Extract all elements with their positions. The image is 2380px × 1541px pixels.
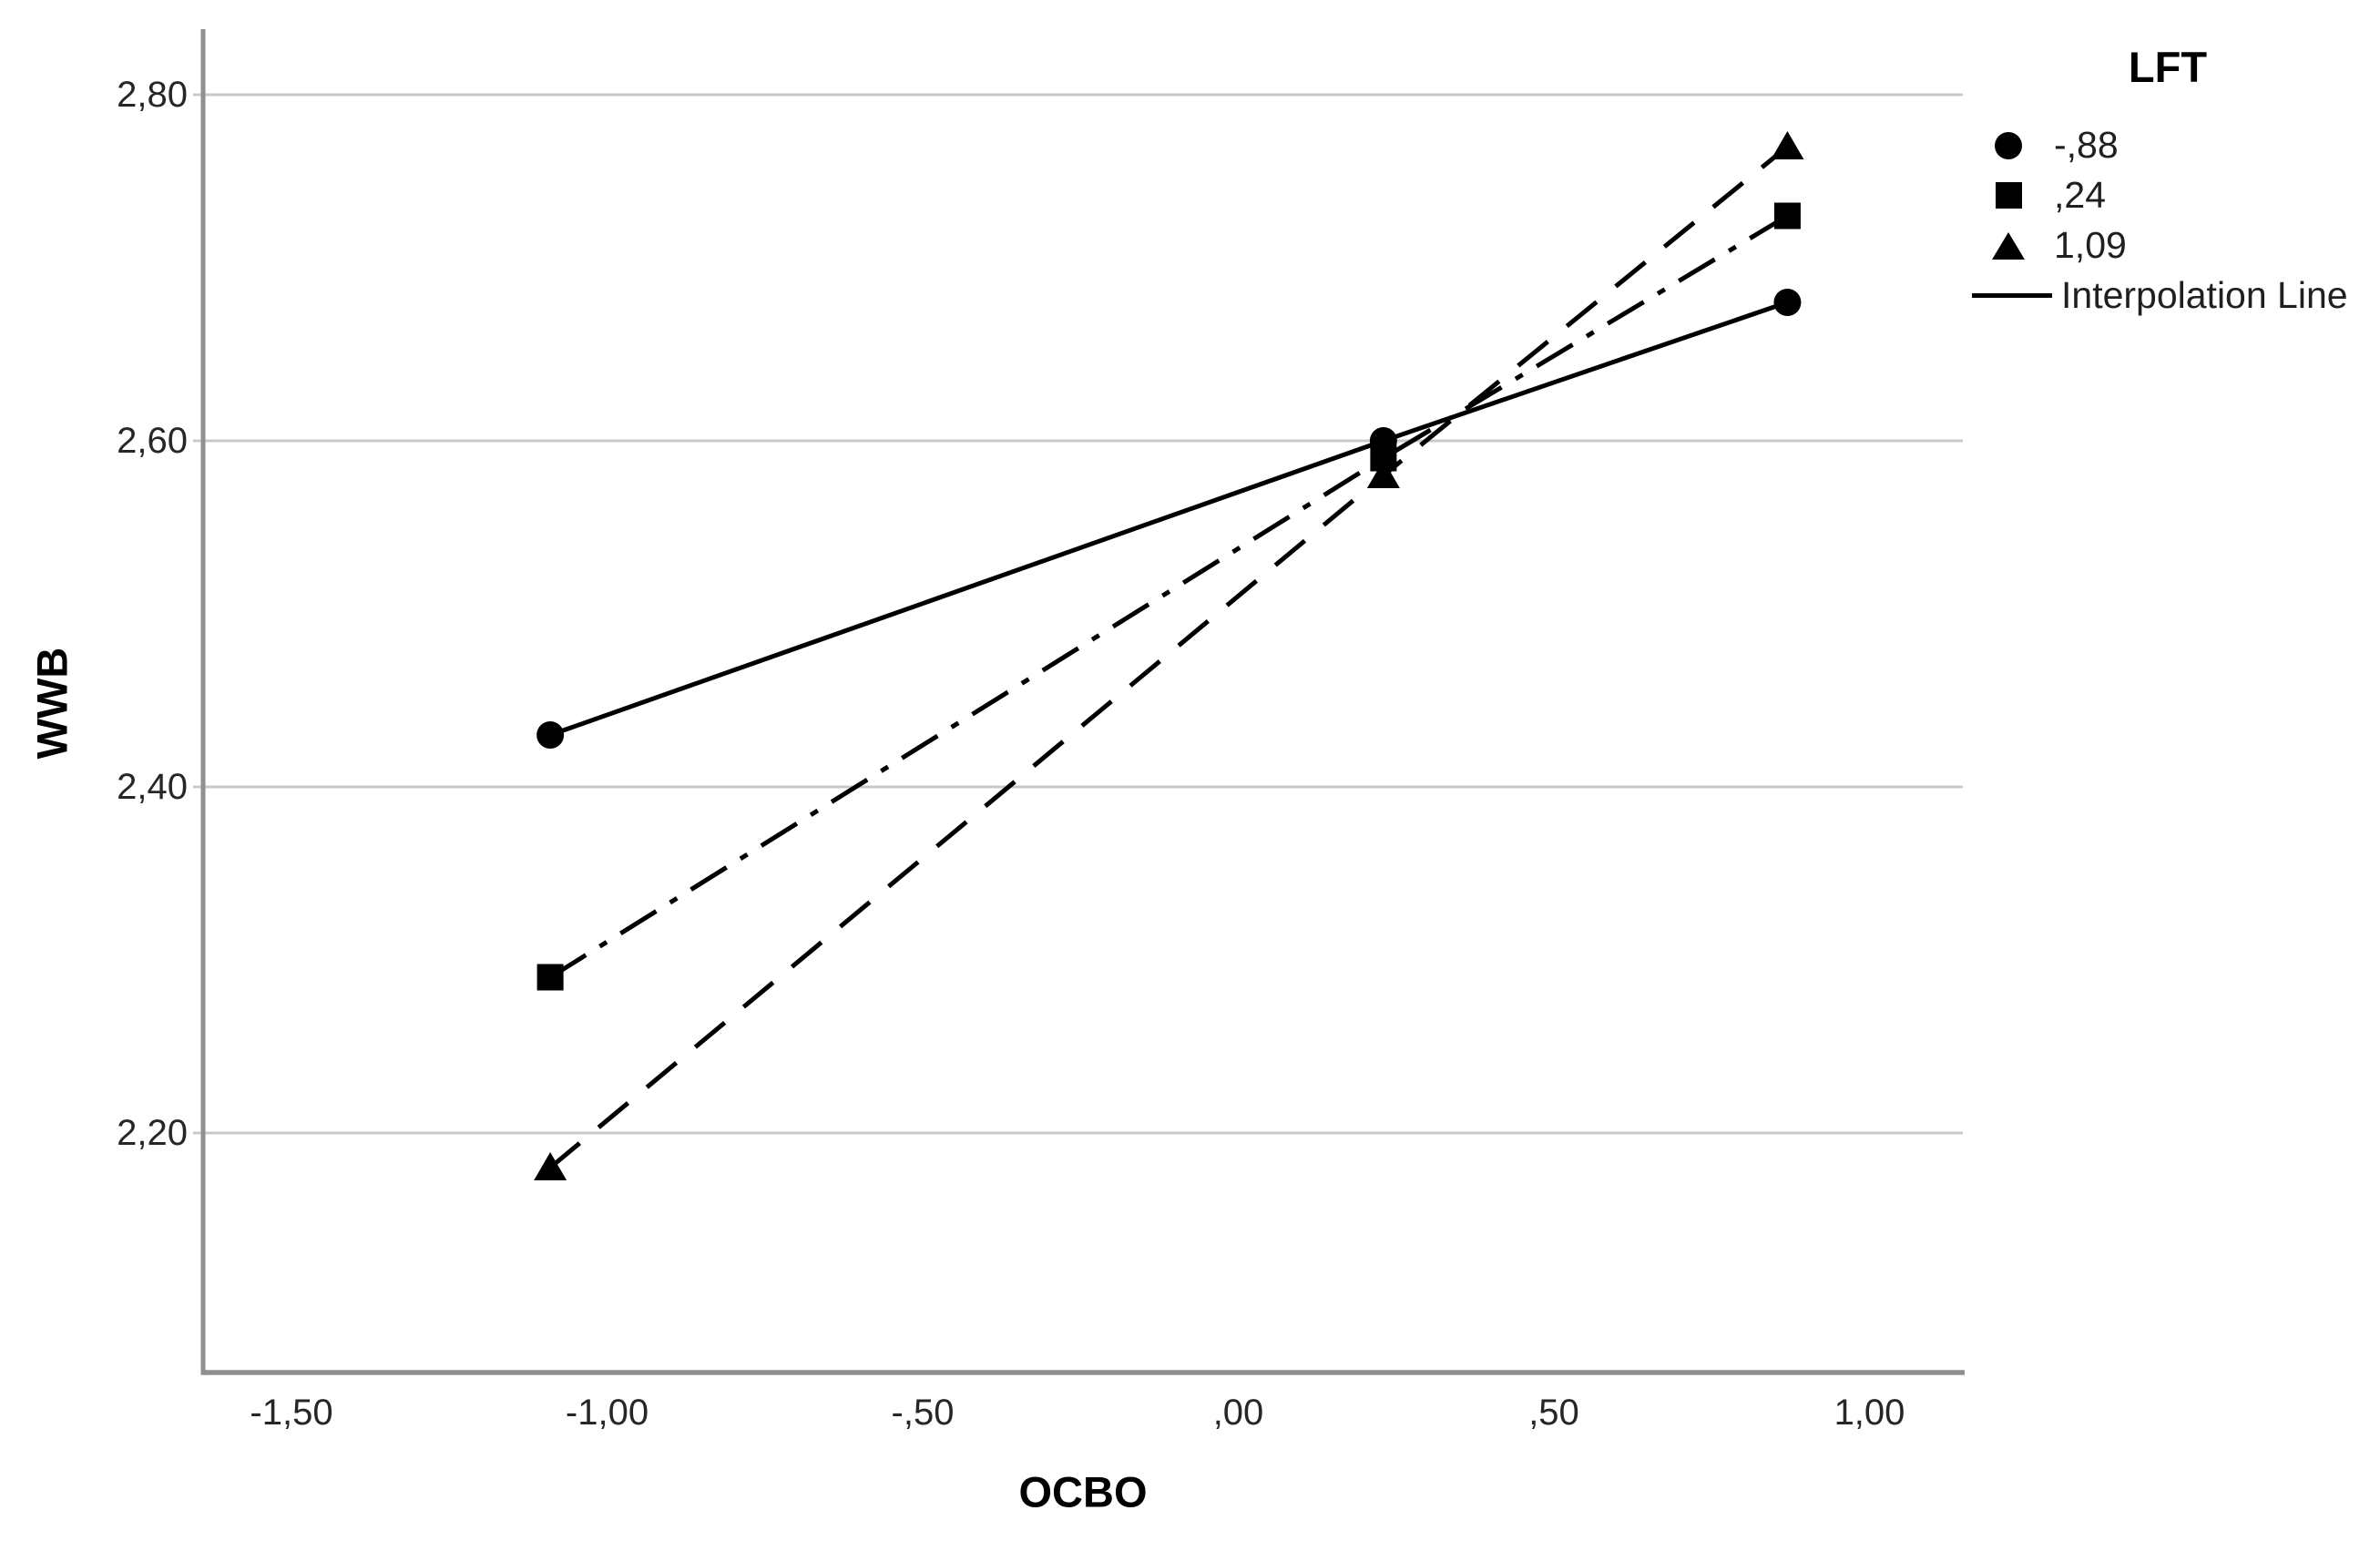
line-swatch-icon <box>1972 293 2052 298</box>
x-tick-label: -1,00 <box>565 1393 649 1433</box>
x-tick-label: -,50 <box>891 1393 955 1433</box>
legend-item-triangle: 1,09 <box>1954 220 2380 270</box>
triangle-marker-icon <box>1992 231 2025 260</box>
marker-cell <box>1972 182 2045 209</box>
legend: LFT -,88 ,24 1,09 Interpolation Line <box>1954 42 2380 321</box>
x-axis-title: OCBO <box>1018 1467 1148 1516</box>
legend-title: LFT <box>2128 43 2208 91</box>
x-tick-label: -1,50 <box>250 1393 333 1433</box>
series-line-circle <box>549 300 1789 738</box>
x-tick-label: ,00 <box>1212 1393 1264 1433</box>
series-line-square <box>548 213 1789 980</box>
data-point-triangle <box>1366 460 1400 488</box>
square-marker-icon <box>1995 182 2022 209</box>
legend-item-label: 1,09 <box>2054 224 2127 266</box>
data-point-triangle <box>534 1152 567 1180</box>
legend-item-circle: -,88 <box>1954 120 2380 170</box>
y-tick-label: 2,20 <box>117 1113 188 1153</box>
data-point-square <box>1773 202 1801 230</box>
marker-cell <box>1972 131 2045 159</box>
series-line-triangle <box>548 145 1789 1169</box>
legend-item-interpolation-line: Interpolation Line <box>1954 270 2380 321</box>
x-tick-label: 1,00 <box>1834 1393 1905 1433</box>
y-tick-label: 2,60 <box>117 421 188 461</box>
data-point-circle <box>1773 289 1802 316</box>
y-tick-label: 2,40 <box>117 767 188 807</box>
legend-item-label: -,88 <box>2054 124 2119 166</box>
legend-item-label: ,24 <box>2054 174 2106 216</box>
marker-cell <box>1972 231 2045 260</box>
data-point-square <box>536 964 564 991</box>
legend-item-label: Interpolation Line <box>2061 274 2348 316</box>
legend-item-square: ,24 <box>1954 170 2380 220</box>
circle-marker-icon <box>1995 131 2022 159</box>
y-axis-title: WWB <box>27 647 77 760</box>
data-point-triangle <box>1771 131 1804 159</box>
y-tick-label: 2,80 <box>117 75 188 115</box>
data-point-circle <box>536 721 565 749</box>
x-tick-label: ,50 <box>1528 1393 1579 1433</box>
